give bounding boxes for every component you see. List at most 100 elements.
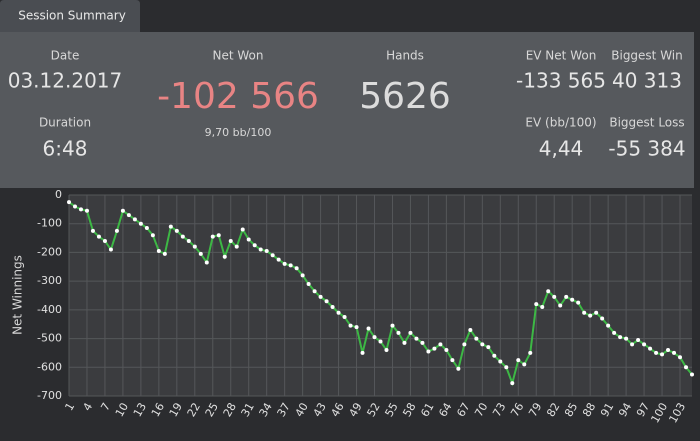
point bbox=[684, 365, 689, 370]
point bbox=[528, 350, 533, 355]
point bbox=[78, 207, 83, 212]
x-tick-label: 31 bbox=[239, 401, 257, 420]
x-tick-label: 67 bbox=[454, 401, 472, 420]
point bbox=[558, 303, 563, 308]
point bbox=[270, 253, 275, 258]
point bbox=[186, 238, 191, 243]
stat-value: -133 565 bbox=[516, 69, 606, 93]
point bbox=[288, 263, 293, 268]
point bbox=[258, 247, 263, 252]
point bbox=[108, 247, 113, 252]
point bbox=[156, 248, 161, 253]
point bbox=[534, 302, 539, 307]
x-tick-label: 40 bbox=[293, 401, 311, 420]
point bbox=[366, 326, 371, 331]
point bbox=[67, 200, 71, 205]
point bbox=[306, 282, 311, 287]
x-tick-label: 91 bbox=[598, 401, 616, 420]
point bbox=[426, 349, 431, 354]
x-tick-label: 34 bbox=[257, 401, 275, 420]
point bbox=[618, 335, 623, 340]
point bbox=[630, 342, 635, 347]
x-tick-label: 76 bbox=[508, 401, 526, 420]
x-tick-label: 70 bbox=[472, 401, 490, 420]
point bbox=[318, 294, 323, 299]
point bbox=[402, 340, 407, 345]
stat-value: 5626 bbox=[359, 76, 451, 117]
point bbox=[510, 381, 515, 386]
stat-label: Biggest Win bbox=[611, 49, 683, 63]
point bbox=[444, 348, 449, 353]
x-tick-label: 49 bbox=[346, 401, 364, 420]
point bbox=[420, 340, 425, 345]
point bbox=[300, 273, 305, 278]
x-tick-label: 61 bbox=[418, 401, 436, 420]
tab-label[interactable]: Session Summary bbox=[18, 9, 126, 23]
point bbox=[354, 325, 359, 330]
point bbox=[564, 294, 569, 299]
stats-panel bbox=[0, 32, 694, 188]
x-tick-label: 79 bbox=[526, 401, 544, 420]
point bbox=[336, 310, 341, 315]
y-tick-label: -600 bbox=[37, 360, 62, 373]
point bbox=[222, 254, 227, 259]
stat-sub: 9,70 bb/100 bbox=[205, 126, 272, 139]
point bbox=[606, 323, 611, 328]
point bbox=[324, 299, 329, 304]
point bbox=[456, 366, 461, 371]
point bbox=[282, 261, 287, 266]
point bbox=[438, 342, 443, 347]
stat-value: 4,44 bbox=[539, 137, 584, 161]
stat-label: Net Won bbox=[213, 49, 264, 63]
point bbox=[144, 226, 149, 231]
point bbox=[246, 237, 251, 242]
point bbox=[348, 323, 353, 328]
point bbox=[390, 323, 395, 328]
point bbox=[516, 358, 521, 363]
y-tick-label: 0 bbox=[55, 188, 62, 201]
point bbox=[672, 350, 677, 355]
y-axis-label: Net Winnings bbox=[11, 255, 25, 335]
x-tick-label: 82 bbox=[544, 401, 562, 420]
point bbox=[276, 257, 281, 262]
point bbox=[588, 313, 593, 318]
point bbox=[192, 244, 197, 249]
point bbox=[414, 336, 419, 341]
x-tick-label: 10 bbox=[113, 401, 131, 420]
stat-value: 6:48 bbox=[43, 137, 88, 161]
point bbox=[96, 234, 101, 239]
tab[interactable] bbox=[0, 0, 140, 32]
x-tick-label: 55 bbox=[382, 401, 400, 420]
point bbox=[252, 243, 257, 248]
point bbox=[594, 310, 599, 315]
point bbox=[150, 233, 155, 238]
point bbox=[90, 228, 95, 233]
point bbox=[198, 251, 203, 256]
stat-value: 03.12.2017 bbox=[8, 69, 123, 93]
stat-label: Date bbox=[51, 49, 80, 63]
point bbox=[678, 355, 683, 360]
point bbox=[648, 346, 653, 351]
point bbox=[264, 248, 269, 253]
point bbox=[522, 362, 527, 367]
point bbox=[468, 327, 473, 332]
x-tick-label: 22 bbox=[185, 401, 203, 420]
point bbox=[210, 234, 215, 239]
x-tick-label: 64 bbox=[436, 401, 454, 420]
point bbox=[450, 358, 455, 363]
point bbox=[546, 289, 551, 294]
point bbox=[540, 304, 545, 309]
point bbox=[384, 348, 389, 353]
point bbox=[162, 251, 167, 256]
x-tick-label: 25 bbox=[203, 401, 221, 420]
point bbox=[654, 350, 659, 355]
point bbox=[474, 336, 479, 341]
stat-label: Duration bbox=[39, 116, 91, 130]
point bbox=[72, 204, 77, 209]
point bbox=[582, 310, 587, 315]
x-tick-label: 37 bbox=[275, 401, 293, 420]
x-tick-label: 43 bbox=[311, 401, 329, 420]
x-tick-label: 16 bbox=[149, 401, 167, 420]
